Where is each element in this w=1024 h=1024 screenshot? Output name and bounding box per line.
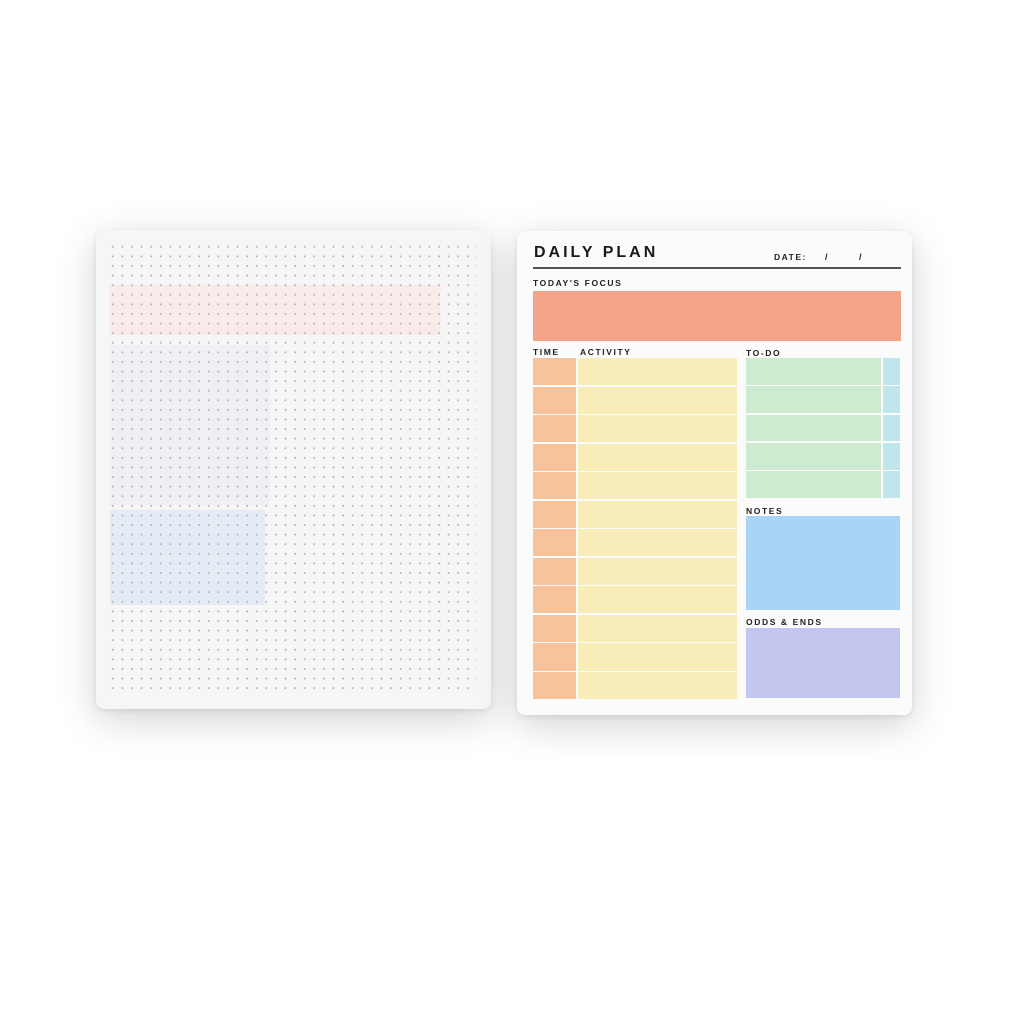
todo-checkbox[interactable]	[883, 386, 900, 414]
time-slot[interactable]	[533, 557, 576, 585]
date-separator: /	[859, 252, 862, 262]
odds-ends-label: ODDS & ENDS	[746, 617, 823, 627]
odds-ends-box[interactable]	[746, 628, 900, 698]
activity-slot[interactable]	[578, 614, 737, 642]
todo-item[interactable]	[746, 358, 881, 385]
activity-slot[interactable]	[578, 386, 737, 414]
activity-label: ACTIVITY	[580, 347, 632, 357]
activity-slot[interactable]	[578, 415, 737, 443]
activity-column	[578, 358, 737, 700]
notes-label: NOTES	[746, 506, 784, 516]
page-title: DAILY PLAN	[534, 244, 659, 261]
activity-slot[interactable]	[578, 586, 737, 614]
time-slot[interactable]	[533, 586, 576, 614]
todo-checkboxes	[883, 358, 900, 498]
time-slot[interactable]	[533, 443, 576, 471]
todo-checkbox[interactable]	[883, 414, 900, 442]
activity-slot[interactable]	[578, 472, 737, 500]
todo-checkbox[interactable]	[883, 471, 900, 498]
dot-grid-page	[96, 230, 491, 709]
title-rule	[533, 267, 901, 269]
notes-box[interactable]	[746, 516, 900, 610]
activity-slot[interactable]	[578, 643, 737, 671]
time-slot[interactable]	[533, 614, 576, 642]
time-slot[interactable]	[533, 529, 576, 557]
dot-grid	[108, 242, 477, 695]
activity-slot[interactable]	[578, 500, 737, 528]
time-slot[interactable]	[533, 386, 576, 414]
focus-label: TODAY'S FOCUS	[533, 278, 623, 288]
time-slot[interactable]	[533, 500, 576, 528]
date-label: DATE:	[774, 252, 807, 262]
todo-item[interactable]	[746, 414, 881, 442]
activity-slot[interactable]	[578, 443, 737, 471]
activity-slot[interactable]	[578, 557, 737, 585]
todo-checkbox[interactable]	[883, 358, 900, 385]
todo-item[interactable]	[746, 442, 881, 470]
activity-slot[interactable]	[578, 358, 737, 386]
todo-label: TO-DO	[746, 348, 782, 358]
focus-box[interactable]	[533, 291, 901, 341]
time-slot[interactable]	[533, 415, 576, 443]
todo-item[interactable]	[746, 386, 881, 414]
todo-list	[746, 358, 881, 498]
time-column	[533, 358, 576, 700]
activity-slot[interactable]	[578, 529, 737, 557]
todo-checkbox[interactable]	[883, 442, 900, 470]
time-slot[interactable]	[533, 672, 576, 700]
todo-item[interactable]	[746, 471, 881, 498]
daily-plan-page: DAILY PLAN DATE: / / TODAY'S FOCUS TIME …	[517, 231, 912, 715]
activity-slot[interactable]	[578, 672, 737, 700]
date-separator: /	[825, 252, 828, 262]
time-slot[interactable]	[533, 358, 576, 386]
time-label: TIME	[533, 347, 560, 357]
time-slot[interactable]	[533, 643, 576, 671]
time-slot[interactable]	[533, 472, 576, 500]
